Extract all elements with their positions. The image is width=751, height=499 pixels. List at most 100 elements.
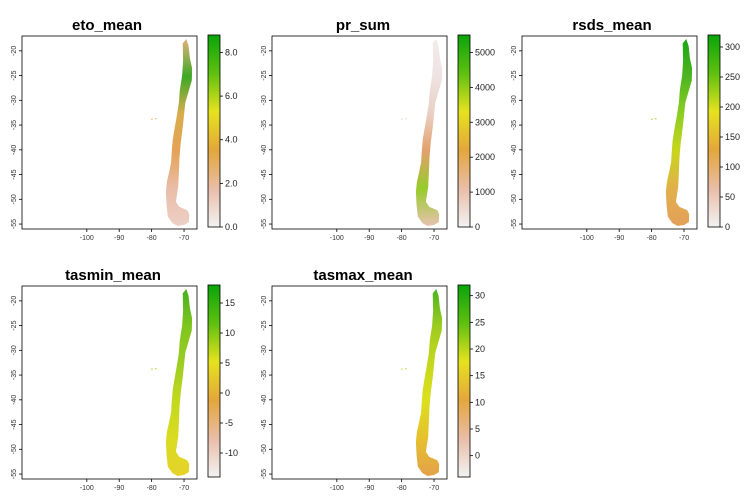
y-tick-label: -55 [11, 219, 18, 229]
country-shape [665, 39, 693, 226]
y-tick-label: -30 [11, 95, 18, 105]
country-shape [165, 39, 193, 226]
colorbar-tick-label: 20 [475, 344, 485, 354]
colorbar-tick-label: 3000 [475, 117, 495, 127]
x-tick-label: -70 [429, 235, 439, 242]
colorbar-tick-label: 100 [725, 162, 740, 172]
y-tick-label: -35 [261, 120, 268, 130]
colorbar-tick-label: 4000 [475, 82, 495, 92]
island-marker [651, 118, 653, 120]
colorbar-tick-label: 5 [225, 358, 230, 368]
island-marker [655, 118, 657, 120]
colorbar-tick-label: 0 [225, 388, 230, 398]
colorbar-tick-label: 5 [475, 424, 480, 434]
y-tick-label: -55 [261, 469, 268, 479]
panel-title: tasmax_mean [313, 267, 412, 284]
colorbar: 0 50 100 150 200 250 300 [707, 34, 740, 232]
colorbar-tick-label: 0 [475, 222, 480, 232]
panel-rsds-mean: rsds_mean -100 -90 -80 -70 -20 -25 -30 -35 -40 -4… [511, 17, 740, 242]
y-tick-label: -40 [261, 145, 268, 155]
map-area: -100 -90 -80 -70 -20 -25 -30 -35 -40 -45 -50 -55 [261, 35, 448, 242]
x-tick-label: -80 [147, 485, 157, 492]
colorbar-tick-label: 4.0 [225, 135, 238, 145]
panel-title: tasmin_mean [65, 267, 161, 284]
y-tick-label: -25 [261, 70, 268, 80]
x-tick-label: -80 [397, 235, 407, 242]
colorbar-ramp [457, 34, 471, 228]
panel-tasmax-mean: tasmax_mean -100 -90 -80 -70 -20 -25 -30 -35 -40… [261, 267, 485, 492]
panel-title: rsds_mean [572, 17, 651, 34]
y-tick-label: -55 [11, 469, 18, 479]
x-tick-label: -70 [429, 485, 439, 492]
colorbar-ramp [707, 34, 721, 228]
y-tick-label: -25 [11, 70, 18, 80]
colorbar: 0 1000 2000 3000 4000 5000 [457, 34, 495, 232]
y-tick-label: -45 [261, 169, 268, 179]
colorbar: -10 -5 0 5 10 15 [207, 284, 238, 478]
island-marker [401, 118, 403, 120]
map-area: -100 -90 -80 -70 -20 -25 -30 -35 -40 -45 -50 -55 [511, 35, 698, 242]
colorbar-tick-label: 10 [475, 397, 485, 407]
x-tick-label: -90 [114, 235, 124, 242]
colorbar-tick-label: 6.0 [225, 91, 238, 101]
map-area: -100 -90 -80 -70 -20 -25 -30 -35 -40 -45 -50 -55 [11, 35, 198, 242]
y-tick-label: -20 [511, 46, 518, 56]
x-tick-label: -70 [179, 485, 189, 492]
y-tick-label: -50 [11, 444, 18, 454]
x-tick-label: -90 [614, 235, 624, 242]
x-tick-label: -90 [364, 235, 374, 242]
y-tick-label: -40 [511, 145, 518, 155]
y-tick-label: -20 [261, 296, 268, 306]
x-tick-label: -90 [114, 485, 124, 492]
x-tick-label: -80 [147, 235, 157, 242]
colorbar-tick-label: 15 [225, 298, 235, 308]
colorbar-ramp [457, 284, 471, 478]
colorbar-tick-label: 0 [725, 222, 730, 232]
y-tick-label: -40 [11, 145, 18, 155]
y-tick-label: -30 [261, 95, 268, 105]
y-tick-label: -55 [261, 219, 268, 229]
island-marker [405, 118, 407, 120]
y-tick-label: -45 [511, 169, 518, 179]
country-shape [165, 289, 193, 476]
x-tick-label: -70 [179, 235, 189, 242]
island-marker [151, 368, 153, 370]
y-tick-label: -55 [511, 219, 518, 229]
y-tick-label: -25 [11, 320, 18, 330]
y-tick-label: -35 [511, 120, 518, 130]
y-tick-label: -35 [11, 370, 18, 380]
colorbar-tick-label: 10 [225, 328, 235, 338]
colorbar-ramp [207, 34, 221, 228]
panel-tasmin-mean: tasmin_mean -100 -90 -80 -70-20-25-30-35-40… [11, 267, 238, 492]
y-tick-label: -35 [11, 120, 18, 130]
colorbar-tick-label: 150 [725, 132, 740, 142]
y-tick-label: -45 [11, 419, 18, 429]
y-tick-label: -20 [11, 46, 18, 56]
panel-title: pr_sum [336, 17, 390, 34]
y-tick-label: -20 [11, 296, 18, 306]
country-shape [415, 39, 443, 226]
colorbar: 0.0 2.0 4.0 6.0 8.0 [207, 34, 238, 232]
y-tick-label: -50 [261, 444, 268, 454]
colorbar-tick-label: -5 [225, 418, 233, 428]
colorbar-tick-label: 1000 [475, 187, 495, 197]
island-marker [401, 368, 403, 370]
y-tick-label: -20 [261, 46, 268, 56]
map-area: -100 -90 -80 -70 -20 -25 -30 -35 -40 -45 -50 -55 [11, 285, 198, 492]
island-marker [405, 368, 407, 370]
island-marker [155, 368, 157, 370]
y-tick-label: -30 [261, 345, 268, 355]
panel-pr-sum: pr_sum -100 -90 -80 -70 -20 -25 -30 -35 -40 -45 -5… [261, 17, 495, 242]
y-tick-label: -35 [261, 370, 268, 380]
colorbar-tick-label: 15 [475, 371, 485, 381]
y-tick-label: -45 [11, 169, 18, 179]
colorbar-tick-label: 200 [725, 102, 740, 112]
x-tick-label: -100 [580, 235, 594, 242]
colorbar-tick-label: 25 [475, 317, 485, 327]
x-tick-label: -100 [330, 235, 344, 242]
colorbar-tick-label: 2.0 [225, 178, 238, 188]
colorbar-tick-label: 50 [725, 192, 735, 202]
colorbar-tick-label: 30 [475, 291, 485, 301]
colorbar-tick-label: 8.0 [225, 47, 238, 57]
